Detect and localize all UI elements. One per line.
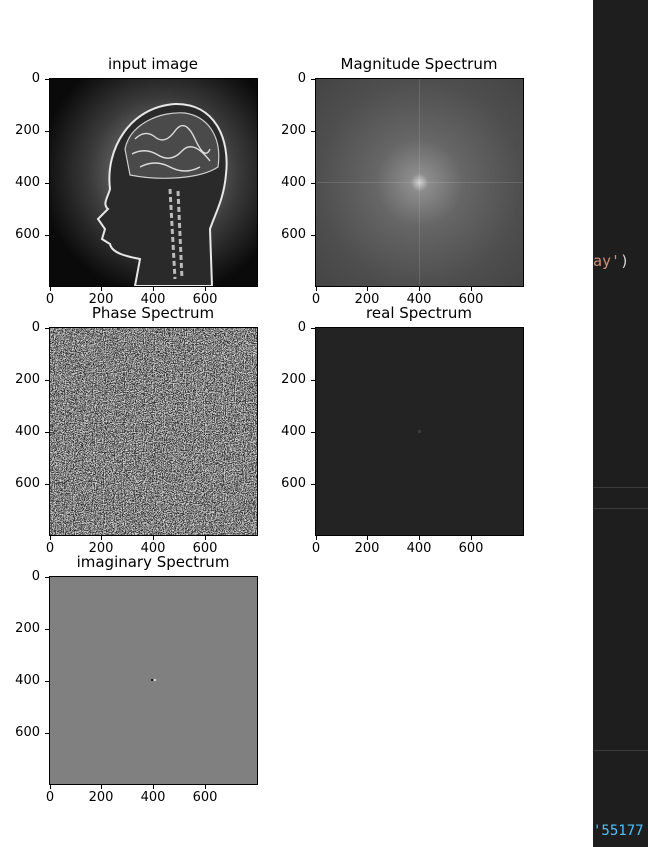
code-line[interactable]: '55177 [593,823,644,839]
x-tick-label: 400 [140,292,166,307]
subplot-title: Magnitude Spectrum [340,55,498,73]
y-tick-label: 0 [31,569,40,584]
x-tick-label: 200 [354,292,380,307]
divider [593,508,648,509]
phase-spectrum-image [49,327,258,536]
brain-head-image [50,79,257,286]
subplot-title: input image [107,55,199,73]
y-tick-label: 200 [15,123,40,138]
y-tick-label: 400 [15,673,40,688]
code-editor-panel[interactable]: ay') '55177 [593,0,648,847]
x-tick-label: 400 [406,292,432,307]
y-tick-label: 600 [281,227,306,242]
x-tick-label: 0 [311,541,321,556]
x-tick-label: 400 [406,541,432,556]
y-tick-label: 0 [297,71,306,86]
y-tick-label: 600 [15,227,40,242]
divider [593,750,648,751]
y-tick-label: 200 [15,621,40,636]
x-tick-label: 0 [45,292,55,307]
y-tick-label: 400 [281,175,306,190]
x-tick-label: 200 [88,292,114,307]
x-tick-label: 600 [192,541,218,556]
x-tick-label: 400 [140,790,166,805]
y-tick-label: 200 [281,123,306,138]
subplot-title: Phase Spectrum [91,304,215,322]
paren: ) [620,252,630,270]
x-tick-label: 600 [192,292,218,307]
subplot-title: imaginary Spectrum [76,553,230,571]
input-image-plot [49,78,258,287]
code-line[interactable]: ay') [593,252,629,270]
y-tick-label: 400 [15,175,40,190]
string-literal: ay' [593,252,621,270]
x-tick-label: 0 [45,790,55,805]
magnitude-spectrum-image [315,78,524,287]
y-tick-label: 600 [15,476,40,491]
x-tick-label: 400 [140,541,166,556]
x-tick-label: 200 [88,541,114,556]
y-tick-label: 600 [15,725,40,740]
y-tick-label: 0 [31,71,40,86]
y-tick-label: 400 [15,424,40,439]
matplotlib-figure: input image 0 200 400 600 0 [15,55,524,805]
y-tick-label: 200 [15,372,40,387]
x-tick-label: 200 [354,541,380,556]
divider [593,487,648,488]
x-tick-label: 0 [45,541,55,556]
imaginary-spectrum-image [49,576,258,785]
x-tick-label: 200 [88,790,114,805]
y-tick-label: 600 [281,476,306,491]
x-tick-label: 0 [311,292,321,307]
phase-noise-pattern [50,328,257,535]
x-tick-label: 600 [192,790,218,805]
y-tick-label: 0 [31,320,40,335]
y-tick-label: 0 [297,320,306,335]
real-spectrum-image [315,327,524,536]
x-tick-label: 600 [458,292,484,307]
y-tick-label: 400 [281,424,306,439]
y-tick-label: 200 [281,372,306,387]
subplot-title: real Spectrum [366,304,472,322]
x-tick-label: 600 [458,541,484,556]
